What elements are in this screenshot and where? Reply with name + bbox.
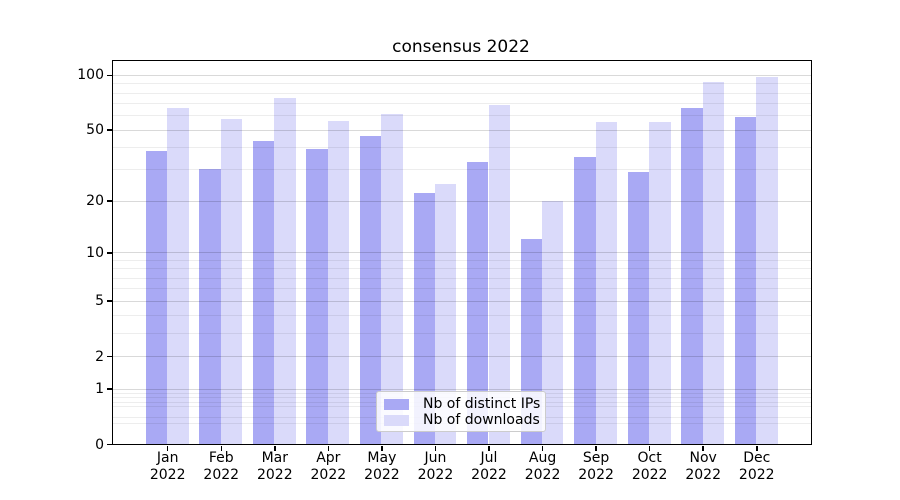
x-tick-label: May 2022 — [364, 450, 400, 483]
gridline — [113, 92, 811, 94]
x-tick-label: Mar 2022 — [256, 450, 293, 483]
x-tick-label: Sep 2022 — [578, 450, 614, 483]
bar — [702, 82, 725, 444]
x-tick-mark — [702, 446, 704, 451]
gridline — [113, 259, 811, 261]
gridline — [113, 315, 811, 317]
y-tick-mark — [107, 443, 112, 446]
y-tick-label: 2 — [95, 348, 104, 365]
bar — [488, 105, 510, 444]
bar — [220, 119, 243, 444]
gridline — [113, 268, 811, 270]
grid-layer — [113, 61, 811, 444]
x-tick-mark — [274, 446, 276, 451]
x-tick-mark — [327, 446, 330, 451]
bar — [542, 200, 564, 444]
y-tick-label: 100 — [77, 67, 104, 84]
bar — [145, 151, 168, 444]
gridline — [113, 277, 811, 279]
bar — [627, 172, 650, 444]
x-tick-mark — [595, 446, 597, 451]
y-tick-mark — [107, 129, 112, 131]
gridline — [113, 74, 811, 76]
x-tick-label: Dec 2022 — [738, 450, 775, 483]
gridline — [113, 147, 811, 149]
bar — [306, 149, 328, 444]
y-tick-label: 5 — [95, 293, 104, 310]
bar — [327, 120, 350, 444]
x-tick-label: Oct 2022 — [631, 450, 668, 483]
bar — [756, 77, 778, 444]
y-tick-mark — [107, 355, 112, 358]
y-tick-mark — [107, 300, 112, 302]
bar — [574, 157, 596, 444]
bar — [595, 122, 617, 444]
x-tick-mark — [488, 446, 490, 451]
bar — [681, 107, 703, 444]
gridline — [113, 169, 811, 171]
legend-label: Nb of distinct IPs — [423, 396, 541, 412]
chart-title: consensus 2022 — [392, 37, 530, 57]
gridline — [113, 388, 811, 390]
bar — [274, 97, 296, 444]
y-tick-mark — [107, 388, 112, 390]
x-tick-mark — [648, 446, 651, 451]
gridline — [113, 252, 811, 254]
x-tick-mark — [756, 446, 758, 451]
y-tick-label: 20 — [86, 193, 104, 210]
y-tick-mark — [107, 200, 112, 202]
gridline — [113, 288, 811, 290]
bars-layer — [113, 61, 811, 444]
gridline — [113, 115, 811, 117]
y-tick-mark — [107, 74, 112, 77]
x-tick-mark — [541, 446, 544, 451]
bar — [734, 116, 757, 444]
gridline — [113, 129, 811, 131]
x-tick-label: Jun 2022 — [417, 450, 454, 483]
gridline — [113, 200, 811, 202]
x-tick-label: Feb 2022 — [203, 450, 240, 483]
bar — [467, 162, 489, 444]
x-tick-mark — [220, 446, 222, 451]
bar — [360, 136, 382, 444]
plot-area: Nb of distinct IPs Nb of downloads — [112, 60, 812, 445]
x-tick-label: Apr 2022 — [310, 450, 347, 483]
y-tick-label: 0 — [95, 436, 104, 453]
bar — [434, 183, 457, 444]
x-tick-label: Jul 2022 — [471, 450, 507, 483]
x-tick-label: Aug 2022 — [524, 450, 561, 483]
x-tick-mark — [166, 446, 169, 451]
bar — [381, 114, 403, 444]
y-tick-label: 10 — [86, 244, 104, 261]
y-tick-label: 1 — [95, 381, 104, 398]
legend: Nb of distinct IPs Nb of downloads — [376, 391, 546, 432]
bar — [649, 122, 671, 444]
bar — [199, 169, 221, 444]
y-tick-label: 50 — [86, 122, 104, 139]
gridline — [113, 83, 811, 85]
legend-label: Nb of downloads — [423, 412, 540, 428]
bar — [252, 141, 275, 444]
legend-item: Nb of distinct IPs — [384, 396, 541, 412]
x-tick-label: Jan 2022 — [149, 450, 186, 483]
bar — [413, 193, 435, 444]
legend-item: Nb of downloads — [384, 412, 540, 428]
gridline — [113, 333, 811, 335]
gridline — [113, 356, 811, 358]
x-tick-label: Nov 2022 — [685, 450, 721, 483]
x-tick-mark — [381, 446, 383, 451]
bar — [167, 107, 189, 444]
gridline — [113, 300, 811, 302]
gridline — [113, 103, 811, 105]
x-tick-mark — [434, 446, 437, 451]
legend-swatch — [384, 398, 409, 410]
legend-swatch — [384, 414, 409, 426]
y-tick-mark — [107, 252, 112, 254]
